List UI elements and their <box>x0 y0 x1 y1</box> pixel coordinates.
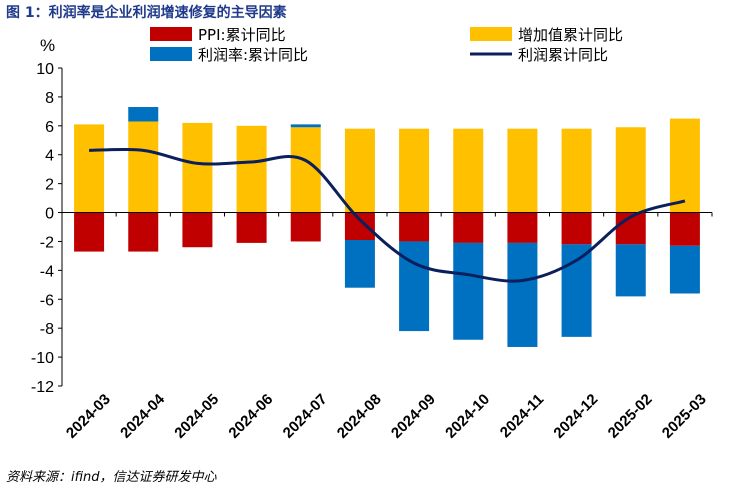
x-tick-label: 2024-12 <box>550 391 601 442</box>
y-tick-label: -8 <box>40 321 54 338</box>
bar-s2-2024-12 <box>561 244 592 337</box>
y-tick-label: -12 <box>31 379 54 396</box>
legend-swatch-0 <box>470 27 512 41</box>
bar-s0-2025-03 <box>669 118 700 213</box>
x-tick-label: 2024-04 <box>117 390 168 441</box>
bar-s2-2024-08 <box>344 240 375 288</box>
bar-s1-2024-06 <box>236 212 267 243</box>
bar-s0-2024-05 <box>182 122 213 213</box>
bar-s1-2024-09 <box>399 212 430 242</box>
y-tick-label: -2 <box>40 234 54 251</box>
x-tick-label: 2025-02 <box>605 391 656 442</box>
y-tick-label: 10 <box>36 61 54 78</box>
x-tick-label: 2024-10 <box>442 391 493 442</box>
bar-s1-2024-05 <box>182 212 213 248</box>
x-tick-label: 2024-07 <box>280 391 331 442</box>
bar-s2-2024-04 <box>128 107 159 122</box>
bars-layer <box>74 107 700 347</box>
bar-s1-2024-04 <box>128 212 159 252</box>
legend-swatch-2 <box>150 47 192 61</box>
bar-s0-2024-12 <box>561 128 592 213</box>
bar-s0-2024-10 <box>453 128 484 213</box>
x-tick-label: 2024-05 <box>171 391 222 442</box>
legend-label-0: 增加值累计同比 <box>518 26 623 44</box>
line-layer <box>89 147 686 283</box>
bar-s2-2024-09 <box>399 241 430 332</box>
bar-s0-2024-11 <box>507 128 538 213</box>
y-tick-label: -4 <box>40 263 54 280</box>
legend-label-1: PPI:累计同比 <box>198 26 286 44</box>
bar-s1-2024-10 <box>453 212 484 243</box>
y-tick-label: 8 <box>45 90 54 107</box>
line-series-0 <box>89 147 686 283</box>
x-tick-label: 2024-11 <box>497 391 547 441</box>
y-tick-label: 0 <box>45 206 54 223</box>
y-tick-label: 6 <box>45 119 54 136</box>
bar-s2-2024-11 <box>507 242 538 347</box>
bar-s1-2024-11 <box>507 212 538 243</box>
bar-s2-2024-07 <box>290 124 321 128</box>
x-tick-label: 2024-06 <box>225 391 276 442</box>
bar-s0-2025-02 <box>615 127 646 213</box>
bar-s1-2025-03 <box>669 212 700 246</box>
bar-s0-2024-09 <box>399 128 430 213</box>
bar-s1-2024-12 <box>561 212 592 245</box>
y-tick-label: 2 <box>45 177 54 194</box>
bar-s2-2025-03 <box>669 245 700 294</box>
bar-s2-2024-10 <box>453 242 484 340</box>
source-note: 资料来源：ifind，信达证券研发中心 <box>6 470 217 485</box>
bar-s1-2024-03 <box>74 212 105 252</box>
y-tick-label: 4 <box>45 148 54 165</box>
bar-s0-2024-03 <box>74 124 105 213</box>
legend-label-3: 利润累计同比 <box>518 46 608 64</box>
bar-s1-2024-07 <box>290 212 321 242</box>
y-unit-label: % <box>40 36 55 55</box>
bar-s1-2024-08 <box>344 212 375 241</box>
y-tick-label: -10 <box>31 350 54 367</box>
chart-title: 图 1：利润率是企业利润增速修复的主导因素 <box>6 5 287 21</box>
bar-s2-2025-02 <box>615 244 646 297</box>
x-tick-label: 2024-09 <box>388 391 439 442</box>
bar-s0-2024-06 <box>236 125 267 213</box>
bar-s0-2024-08 <box>344 128 375 213</box>
legend-swatch-1 <box>150 27 192 41</box>
bar-s0-2024-04 <box>128 121 159 213</box>
x-tick-label: 2024-08 <box>334 391 385 442</box>
x-tick-label: 2025-03 <box>659 391 710 442</box>
y-tick-label: -6 <box>40 292 54 309</box>
x-tick-label: 2024-03 <box>63 391 114 442</box>
legend-label-2: 利润率:累计同比 <box>198 46 308 64</box>
